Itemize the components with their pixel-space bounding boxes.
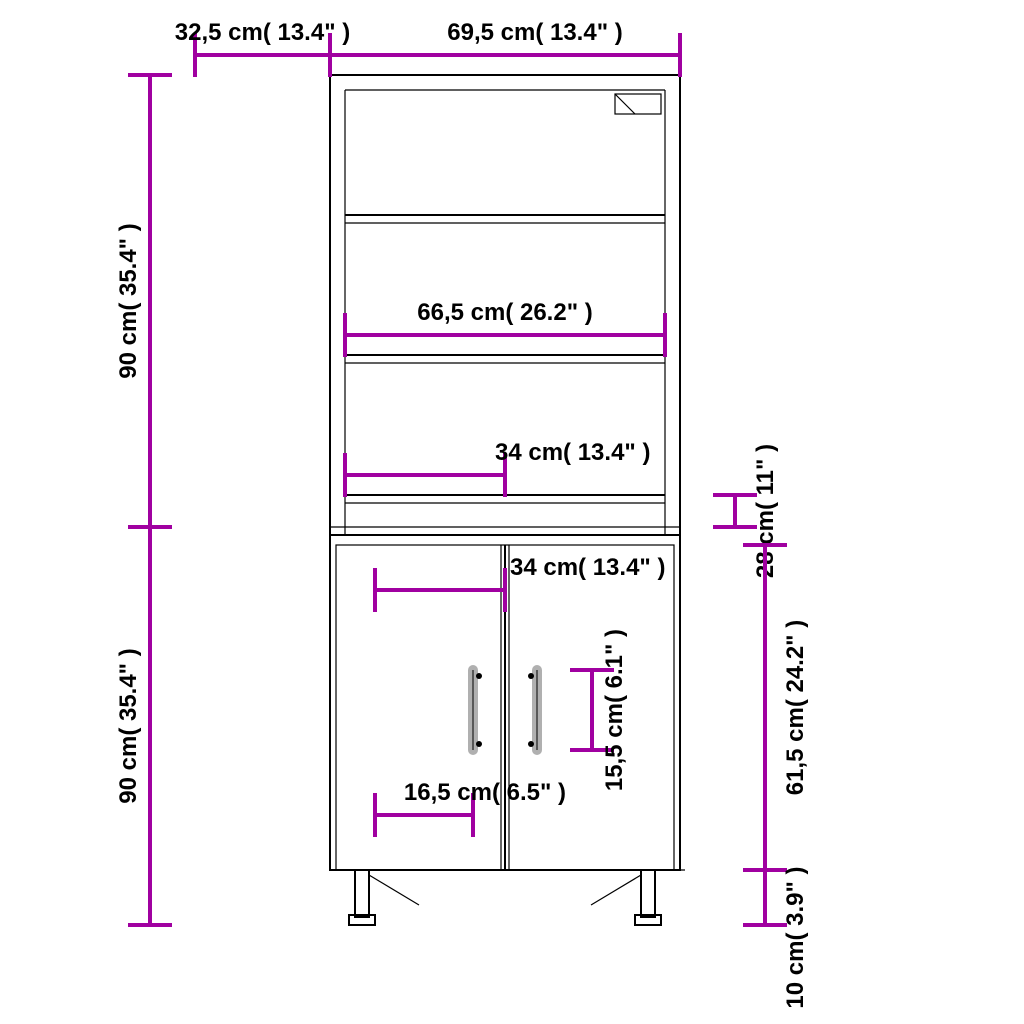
svg-text:90 cm( 35.4" ): 90 cm( 35.4" ) bbox=[115, 223, 142, 378]
svg-text:34 cm( 13.4" ): 34 cm( 13.4" ) bbox=[495, 439, 650, 466]
svg-text:69,5 cm( 13.4" ): 69,5 cm( 13.4" ) bbox=[447, 19, 622, 46]
svg-text:90 cm( 35.4" ): 90 cm( 35.4" ) bbox=[115, 648, 142, 803]
furniture-dimension-diagram: 32,5 cm( 13.4" ) 69,5 cm( 13.4" ) 66,5 cm(… bbox=[0, 0, 1024, 1024]
svg-text:10 cm( 3.9" ): 10 cm( 3.9" ) bbox=[782, 866, 809, 1008]
svg-text:66,5 cm( 26.2" ): 66,5 cm( 26.2" ) bbox=[417, 299, 592, 326]
svg-text:32,5 cm( 13.4" ): 32,5 cm( 13.4" ) bbox=[175, 19, 350, 46]
svg-text:34 cm( 13.4" ): 34 cm( 13.4" ) bbox=[510, 554, 665, 581]
svg-text:61,5 cm( 24.2" ): 61,5 cm( 24.2" ) bbox=[782, 620, 809, 795]
svg-text:16,5 cm( 6.5" ): 16,5 cm( 6.5" ) bbox=[404, 779, 566, 806]
svg-text:15,5 cm( 6.1" ): 15,5 cm( 6.1" ) bbox=[601, 629, 628, 791]
